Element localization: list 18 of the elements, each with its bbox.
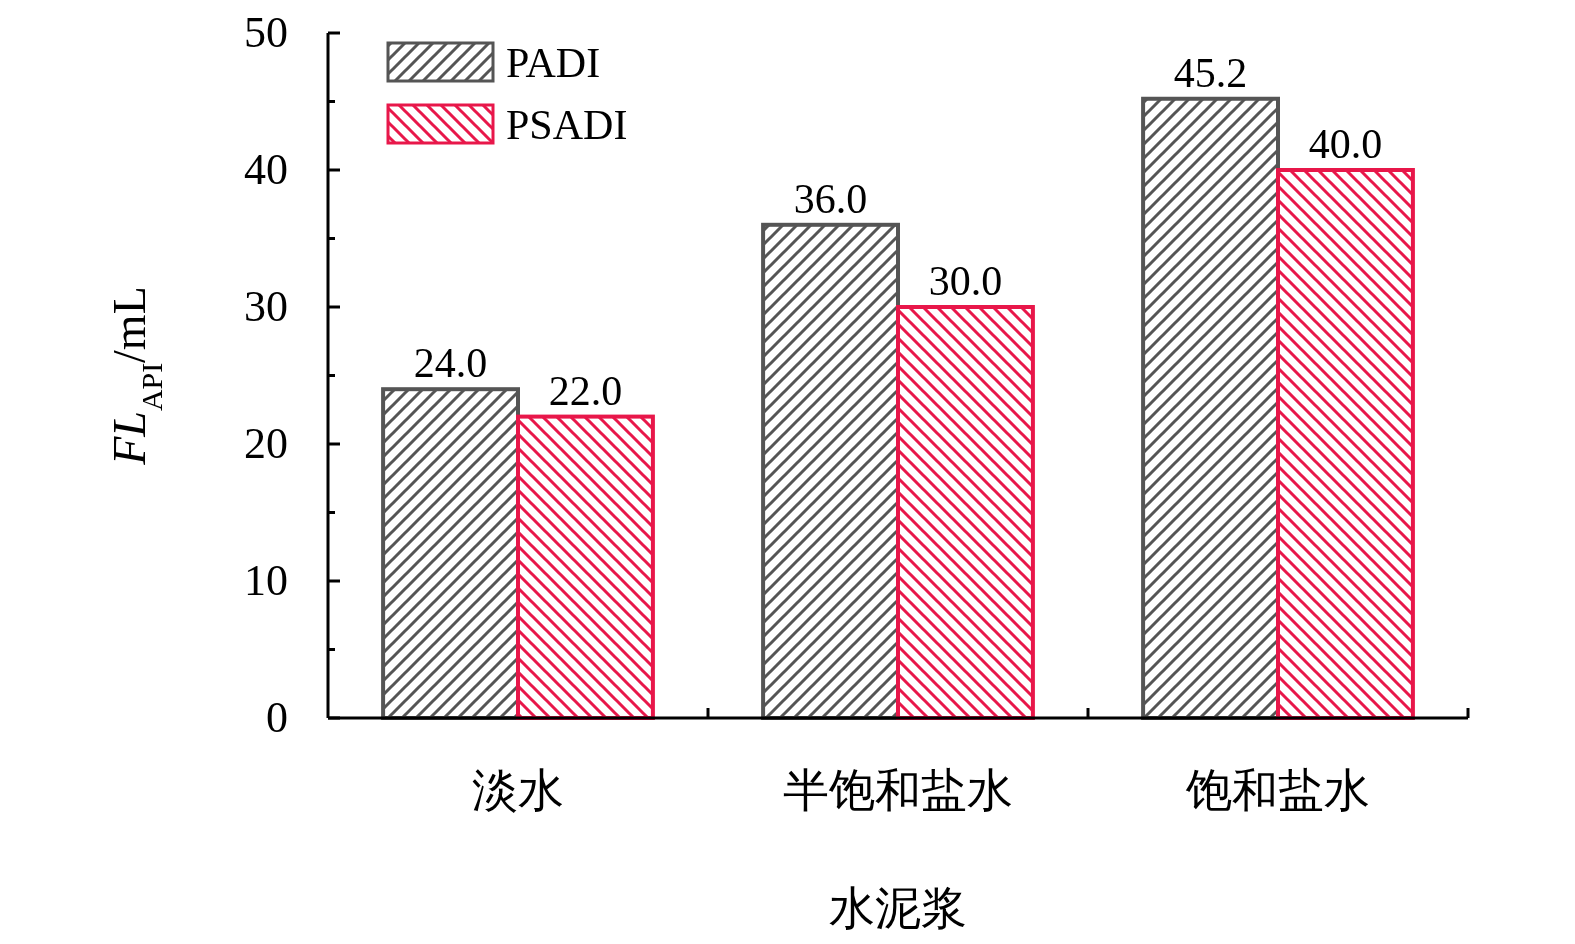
y-tick-label: 10 xyxy=(244,556,288,605)
x-tick-label: 饱和盐水 xyxy=(1185,765,1370,816)
y-tick-label: 0 xyxy=(266,693,288,742)
data-label: 30.0 xyxy=(928,258,1003,304)
data-label: 24.0 xyxy=(413,340,488,387)
y-tick-label: 50 xyxy=(244,8,288,57)
data-label: 45.2 xyxy=(1173,49,1248,96)
x-tick-label: 半饱和盐水 xyxy=(783,765,1013,816)
y-tick-label: 20 xyxy=(244,419,288,468)
data-label: 40.0 xyxy=(1308,121,1383,167)
x-axis-title: 水泥浆 xyxy=(829,883,967,934)
data-label: 22.0 xyxy=(548,367,623,414)
x-tick-label: 淡水 xyxy=(472,765,564,816)
legend-label: PADI xyxy=(506,40,601,86)
y-tick-label: 40 xyxy=(244,145,288,194)
legend-label: PSADI xyxy=(506,102,628,148)
data-label: 36.0 xyxy=(793,175,868,222)
y-tick-label: 30 xyxy=(244,282,288,331)
